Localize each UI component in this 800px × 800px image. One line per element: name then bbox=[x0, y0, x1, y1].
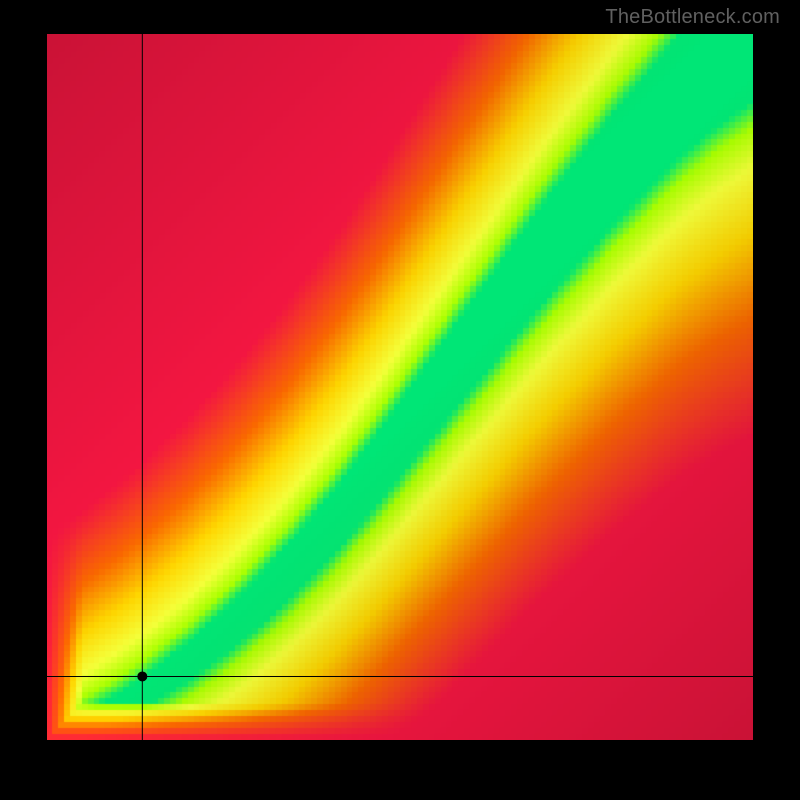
chart-stage: TheBottleneck.com bbox=[0, 0, 800, 800]
heatmap-canvas bbox=[47, 34, 753, 740]
watermark-text: TheBottleneck.com bbox=[605, 6, 780, 29]
